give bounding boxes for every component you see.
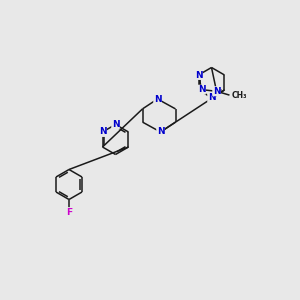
Text: N: N — [154, 94, 161, 103]
Text: N: N — [213, 87, 220, 96]
Text: F: F — [66, 208, 72, 217]
Text: N: N — [112, 120, 119, 129]
Text: N: N — [195, 70, 202, 80]
Text: CH₃: CH₃ — [232, 91, 248, 100]
Text: N: N — [198, 85, 206, 94]
Text: N: N — [208, 93, 215, 102]
Text: N: N — [99, 128, 106, 136]
Text: N: N — [157, 128, 164, 136]
